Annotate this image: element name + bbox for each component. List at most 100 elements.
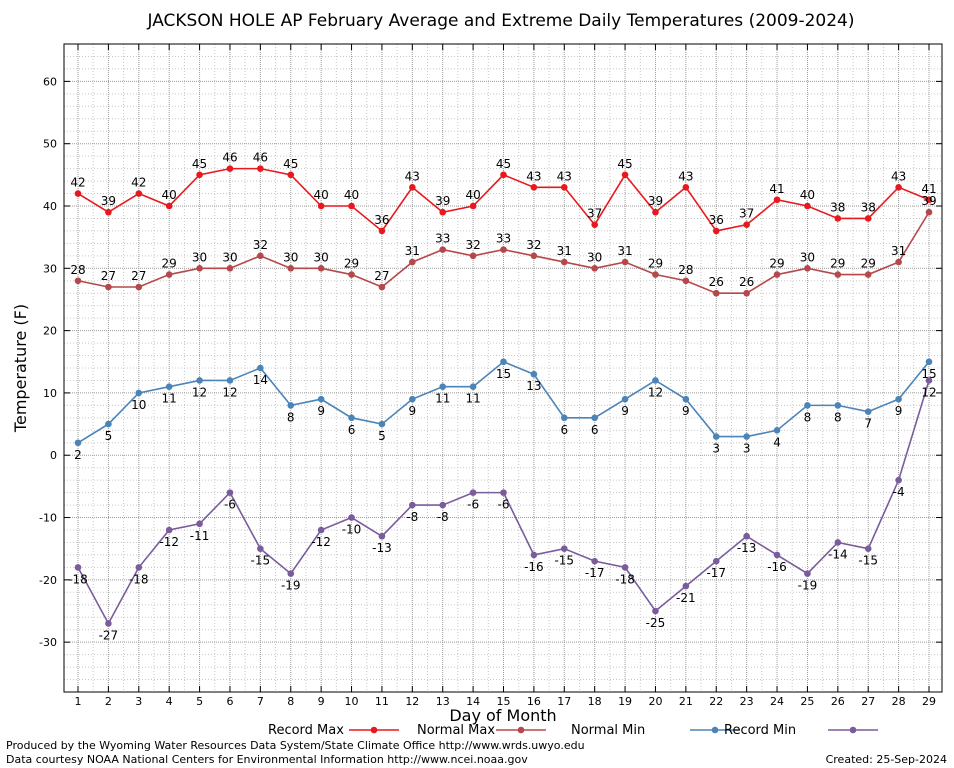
data-point (895, 258, 902, 266)
data-label: 45 (617, 157, 632, 171)
data-point (74, 439, 82, 447)
data-point (317, 395, 325, 403)
data-label: 29 (769, 257, 784, 271)
data-point (773, 427, 781, 434)
data-label: 42 (131, 176, 146, 190)
data-point (773, 196, 781, 204)
data-point (469, 489, 477, 496)
data-point (409, 258, 416, 266)
data-label: -19 (798, 579, 818, 593)
data-label: -13 (372, 541, 392, 555)
data-label: 40 (344, 188, 359, 202)
x-tick-label: 9 (318, 695, 325, 708)
data-label: 46 (222, 151, 237, 165)
data-point (530, 184, 538, 191)
data-label: 12 (192, 385, 207, 399)
data-label: -15 (251, 554, 271, 568)
data-point (348, 414, 355, 422)
data-point (804, 265, 811, 272)
data-label: 43 (891, 169, 906, 183)
data-point (317, 202, 325, 210)
y-tick-label: 10 (43, 387, 57, 400)
data-point (743, 532, 750, 540)
y-tick-label: -10 (39, 512, 57, 525)
data-label: 14 (253, 373, 268, 387)
data-label: 9 (682, 404, 690, 418)
data-label: 33 (496, 232, 511, 246)
x-tick-label: 1 (75, 695, 82, 708)
data-label: 13 (526, 379, 541, 393)
data-point (712, 227, 720, 235)
x-tick-label: 6 (226, 695, 233, 708)
data-label: 30 (314, 250, 329, 264)
data-point (560, 414, 568, 422)
data-label: 39 (648, 194, 663, 208)
data-point (834, 215, 842, 222)
legend-item: Record Min (724, 723, 878, 738)
legend-label: Normal Min (571, 723, 645, 738)
data-label: 6 (591, 423, 599, 437)
data-label: -18 (68, 572, 88, 586)
data-point (925, 377, 933, 384)
x-tick-label: 16 (527, 695, 541, 708)
x-tick-label: 4 (166, 695, 173, 708)
data-label: 38 (830, 200, 845, 214)
data-label: 28 (70, 263, 85, 277)
data-point (925, 208, 933, 216)
data-point (591, 265, 598, 272)
x-tick-label: 27 (861, 695, 875, 708)
x-tick-label: 5 (196, 695, 203, 708)
data-point (652, 377, 659, 384)
data-point (621, 258, 629, 266)
data-label: 31 (405, 244, 420, 258)
data-label: 27 (131, 269, 146, 283)
data-label: 28 (678, 263, 693, 277)
data-label: 5 (105, 429, 113, 443)
data-label: 30 (587, 250, 602, 264)
footer-produced-by: Produced by the Wyoming Water Resources … (6, 739, 585, 752)
data-point (105, 420, 112, 428)
data-point (743, 433, 750, 440)
data-point (135, 190, 143, 197)
data-point (500, 358, 507, 366)
data-point (287, 265, 295, 272)
y-tick-label: 50 (43, 138, 57, 151)
x-tick-label: 17 (557, 695, 571, 708)
data-point (409, 184, 416, 191)
data-label: 11 (435, 392, 450, 406)
y-tick-label: 30 (43, 262, 57, 275)
data-point (196, 265, 203, 272)
data-point (74, 277, 82, 285)
data-label: -11 (190, 529, 210, 543)
x-tick-label: 11 (375, 695, 389, 708)
series-record-min: -18 -27 -18 -12 -11 -6 -15 -19 -12 -10 -13 -8 -8 -6 -6… (68, 377, 937, 642)
data-point (712, 557, 720, 565)
y-tick-label: -20 (39, 574, 57, 587)
data-label: 27 (374, 269, 389, 283)
data-point (439, 383, 447, 390)
data-label: 12 (921, 385, 936, 399)
footer-created: Created: 25-Sep-2024 (826, 753, 947, 766)
data-point (895, 395, 902, 403)
legend-label: Record Max (268, 723, 344, 738)
y-tick-label: 60 (43, 75, 57, 88)
data-point (439, 208, 447, 216)
data-label: 9 (409, 404, 417, 418)
data-point (74, 564, 82, 571)
data-label: -17 (706, 566, 726, 580)
data-label: 32 (526, 238, 541, 252)
data-point (864, 545, 872, 552)
data-point (196, 171, 203, 179)
legend: Record Max Normal Max Normal Min Record Min (268, 723, 878, 738)
data-point (378, 283, 386, 291)
x-tick-label: 25 (800, 695, 814, 708)
data-point (804, 202, 811, 210)
x-tick-label: 24 (770, 695, 784, 708)
data-point (317, 526, 325, 534)
data-label: -12 (159, 535, 179, 549)
x-tick-label: 23 (740, 695, 754, 708)
data-label: 45 (192, 157, 207, 171)
data-label: 37 (739, 207, 754, 221)
data-label: 29 (344, 257, 359, 271)
